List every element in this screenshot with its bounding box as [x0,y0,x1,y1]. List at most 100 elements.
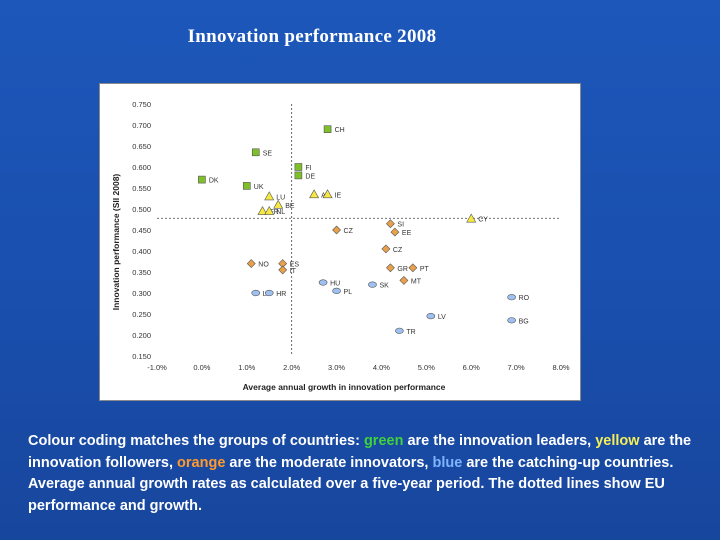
x-tick-label: 4.0% [373,363,390,372]
point-ie [322,189,333,199]
point-label: CZ [344,228,354,235]
caption-text: Colour coding matches the groups of coun… [28,433,364,449]
point-fi [294,163,303,171]
point-label: FI [305,165,311,172]
point-tr [395,327,404,334]
point-ee [390,227,400,237]
x-tick-label: -1.0% [147,363,167,372]
point-pl [332,287,341,294]
point-label: LV [438,314,446,321]
data-points: CHSEFIDEDKUKATIELUBEFRNLCYSICZEECZNOESIT… [198,125,530,336]
point-hr [264,289,274,297]
x-axis-label: Average annual growth in innovation perf… [243,382,446,392]
point-label: IE [335,192,342,199]
point-pt [408,263,418,273]
point-lv [426,313,436,320]
point-lt [251,289,261,297]
point-label: PL [344,289,353,296]
point-at [309,189,320,199]
point-label: DK [209,178,219,185]
point-bg [507,317,516,324]
point-label: PT [420,266,430,273]
point-label: SI [397,222,404,229]
x-tick-label: 5.0% [418,363,435,372]
y-tick-label: 0.500 [132,205,151,214]
x-tick-label: 3.0% [328,363,345,372]
point-label: BG [519,318,529,325]
y-tick-label: 0.650 [132,142,151,151]
y-tick-label: 0.250 [132,310,151,319]
point-label: TR [406,329,415,336]
point-se [251,148,260,157]
point-be [273,199,284,209]
point-no [246,259,256,269]
x-tick-label: 6.0% [463,363,480,372]
point-label: NL [276,209,285,216]
point-label: GR [397,266,408,273]
y-tick-label: 0.150 [132,352,151,361]
point-label: NO [258,262,269,269]
caption-text: are the innovation leaders, [403,433,596,449]
point-it [278,265,288,275]
point-si [385,219,395,229]
y-tick-label: 0.300 [132,289,151,298]
point-label: LU [276,194,285,201]
y-tick-label: 0.750 [132,100,151,109]
caption-green: green [363,433,404,449]
x-tick-label: 0.0% [193,363,210,372]
point-sk [368,281,377,288]
point-lu [264,191,275,201]
point-cy [466,213,477,223]
point-nl [264,205,275,215]
point-uk [242,182,251,190]
y-tick-label: 0.600 [132,163,151,172]
x-tick-label: 8.0% [552,363,569,372]
point-cz [332,225,341,235]
y-tick-label: 0.700 [132,121,151,130]
x-tick-label: 7.0% [508,363,525,372]
axis-ticks: 0.750 0.700 0.650 0.600 0.550 0.500 0.450 0.400… [132,100,570,372]
point-mt [399,275,409,285]
reference-lines [157,104,561,356]
point-de [294,171,303,180]
scatter-chart: 0.750 0.700 0.650 0.600 0.550 0.500 0.450 0.400… [99,83,581,401]
point-label: FR [269,209,278,216]
point-label: HU [330,281,340,288]
caption-orange: orange [177,454,226,471]
slide-title: Innovation performance 2008 [187,26,437,47]
caption-yellow: yellow [595,433,640,449]
point-ch [323,125,332,134]
point-label: RO [519,295,530,302]
point-label: CZ [393,247,403,254]
point-label: HR [276,291,286,298]
caption-text: are the catching-up countries. Average a… [28,454,674,514]
point-label: UK [254,184,264,191]
point-gr [385,263,395,273]
y-tick-label: 0.350 [132,268,151,277]
point-hu [318,279,328,286]
point-cz [381,244,391,254]
point-label: BE [285,203,295,210]
point-label: SE [263,150,273,157]
y-axis-label: Innovation performance (SII 2008) [111,174,121,311]
point-label: ES [290,262,300,269]
x-tick-label: 2.0% [283,363,300,372]
y-tick-label: 0.400 [132,247,151,256]
point-dk [198,175,206,184]
point-label: SK [379,283,389,290]
y-tick-label: 0.450 [132,226,151,235]
y-tick-label: 0.200 [132,331,151,340]
point-fr [257,205,268,215]
point-label: EE [402,230,412,237]
point-label: MT [411,278,422,285]
point-label: CY [478,217,488,224]
chart-canvas: 0.750 0.700 0.650 0.600 0.550 0.500 0.450 0.400… [111,100,570,392]
caption: Colour coding matches the groups of coun… [28,431,698,517]
x-tick-label: 1.0% [238,363,255,372]
point-label: IT [290,268,297,275]
point-ro [507,294,516,301]
caption-blue: blue [432,454,463,471]
point-label: DE [305,173,315,180]
caption-text: are the innovation followers, [28,433,692,471]
caption-text: are the moderate innovators, [225,454,433,471]
